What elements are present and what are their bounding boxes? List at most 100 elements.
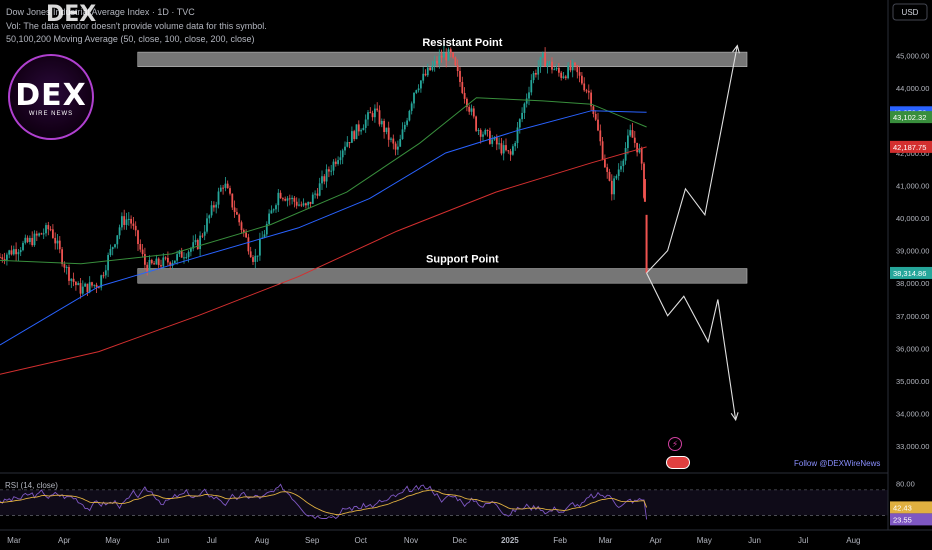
candle — [479, 129, 482, 137]
candle — [629, 130, 632, 136]
candle — [608, 171, 611, 181]
flag-icon[interactable] — [666, 456, 690, 469]
candle — [49, 229, 52, 231]
candle — [213, 205, 215, 208]
candle — [247, 237, 250, 252]
candle — [571, 62, 574, 71]
candle — [541, 52, 544, 58]
candle — [353, 131, 356, 140]
candle — [360, 130, 362, 132]
price-label: 42,187.75 — [893, 143, 926, 152]
candle — [24, 237, 27, 243]
x-tick-label: Mar — [7, 536, 21, 545]
candle — [564, 76, 567, 79]
dex-logo-watermark: DEX — [46, 2, 97, 27]
candle — [406, 120, 408, 125]
candle — [102, 275, 105, 277]
candle — [84, 283, 86, 287]
candle — [169, 262, 172, 266]
candle — [449, 49, 452, 53]
candle — [307, 201, 310, 206]
candle — [620, 166, 622, 170]
candle — [532, 73, 535, 81]
candle — [403, 124, 406, 130]
candle — [606, 167, 609, 172]
candle — [38, 233, 40, 236]
candle — [424, 73, 427, 76]
candle — [114, 244, 116, 248]
candle — [574, 62, 576, 66]
candle — [164, 257, 167, 259]
candle — [369, 112, 372, 114]
candle — [35, 233, 38, 236]
candle — [252, 257, 254, 262]
candle — [323, 176, 326, 182]
candle — [217, 191, 220, 205]
candle — [79, 283, 82, 294]
candle — [631, 130, 634, 138]
y-tick-label: 39,000.00 — [896, 247, 929, 256]
candle — [461, 81, 464, 93]
candle — [157, 258, 160, 266]
candle — [422, 73, 425, 81]
candle — [300, 204, 303, 206]
candle — [454, 57, 457, 66]
candle — [196, 239, 199, 250]
candle — [52, 229, 54, 238]
candle — [192, 242, 195, 249]
currency-button[interactable] — [892, 3, 928, 21]
candle — [178, 250, 181, 255]
candle — [256, 255, 259, 257]
candle — [374, 108, 376, 118]
candle — [633, 137, 636, 143]
candle — [100, 275, 103, 288]
candle — [284, 198, 287, 201]
candle — [173, 260, 176, 264]
candle — [215, 204, 218, 208]
candle — [436, 60, 438, 64]
candle — [408, 110, 411, 121]
candle — [162, 257, 165, 267]
bolt-icon[interactable]: ⚡ — [668, 437, 682, 451]
candle — [394, 143, 397, 150]
candle — [265, 223, 268, 235]
candle — [111, 247, 114, 250]
candle — [263, 234, 266, 238]
x-tick-label: Sep — [305, 536, 320, 545]
ma-indicator-label[interactable]: 50,100,200 Moving Average (50, close, 10… — [6, 34, 255, 44]
candle — [410, 103, 413, 111]
candle — [569, 65, 572, 71]
candle — [472, 108, 475, 117]
candle — [77, 283, 80, 286]
candle — [334, 161, 337, 164]
x-tick-label: 2025 — [501, 536, 519, 545]
candle — [401, 129, 404, 140]
candle — [576, 65, 579, 73]
candle — [45, 225, 47, 234]
candle — [525, 98, 528, 104]
x-tick-label: May — [105, 536, 120, 545]
moving-average-ma100 — [0, 110, 647, 346]
candle — [560, 72, 563, 78]
candle — [107, 255, 109, 271]
rsi-value: 23.55 — [893, 515, 912, 524]
candle — [137, 230, 139, 245]
y-tick-label: 37,000.00 — [896, 312, 929, 321]
candle — [245, 232, 247, 238]
rsi-ma-value: 42.43 — [893, 503, 912, 512]
candle — [447, 49, 450, 61]
candle — [544, 52, 546, 67]
candle — [500, 143, 503, 154]
candle — [242, 230, 245, 233]
candle — [357, 124, 360, 132]
candle — [627, 135, 629, 149]
candle — [339, 157, 342, 161]
follow-text: Follow @DEXWireNews — [794, 459, 881, 468]
candle — [470, 108, 473, 112]
candle — [507, 150, 510, 152]
candle — [160, 265, 162, 267]
candle — [316, 193, 319, 196]
x-tick-label: Jun — [157, 536, 170, 545]
candle — [288, 198, 291, 200]
